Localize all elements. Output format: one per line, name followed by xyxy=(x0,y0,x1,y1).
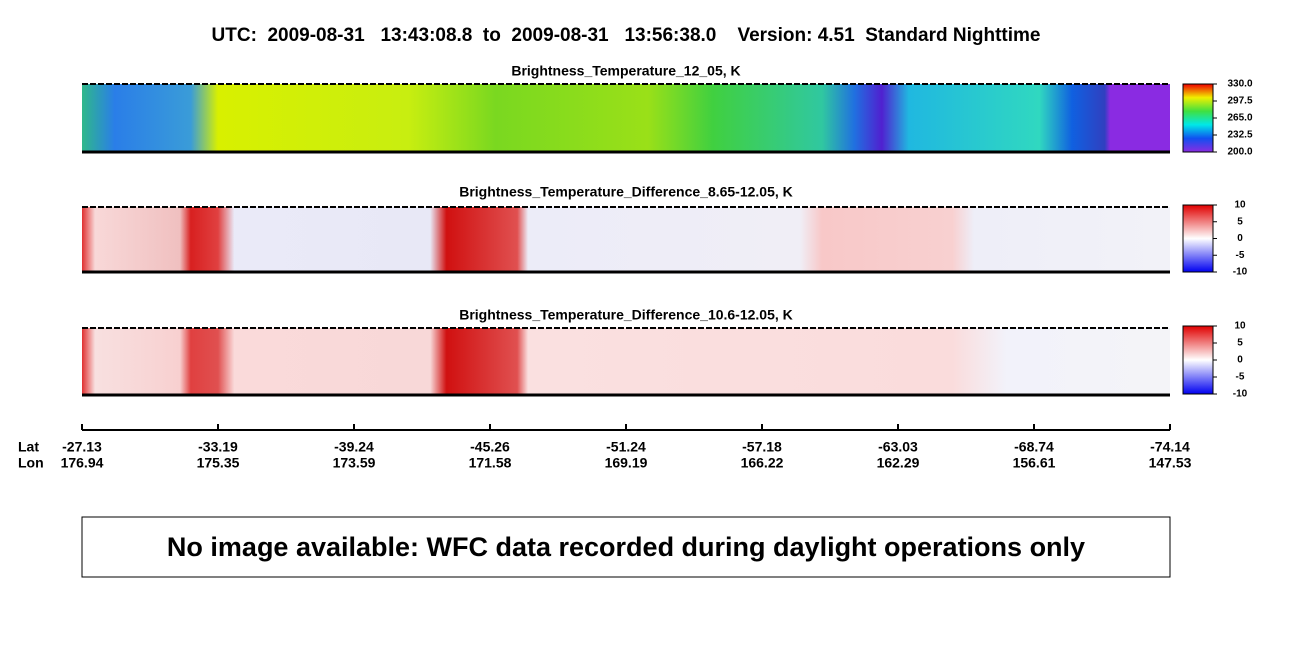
lon-tick-label: 166.22 xyxy=(741,455,784,471)
notice: No image available: WFC data recorded du… xyxy=(167,532,1085,562)
image-strip xyxy=(82,328,1170,395)
colorbar xyxy=(1182,204,1214,273)
colorbar xyxy=(1182,325,1214,395)
colorbar-tick-label: 297.5 xyxy=(1227,96,1252,107)
colorbar-tick-label: 0 xyxy=(1237,233,1243,244)
colorbar-tick-label: 265.0 xyxy=(1227,113,1252,124)
colorbar-tick-label: -10 xyxy=(1233,267,1248,278)
title: UTC: 2009-08-31 13:43:08.8 to 2009-08-31… xyxy=(212,25,1041,46)
colorbar-tick-label: 5 xyxy=(1237,216,1243,227)
notice-box xyxy=(81,516,1171,578)
lon-tick-label: 156.61 xyxy=(1013,455,1056,471)
colorbar-tick-label: 232.5 xyxy=(1227,130,1252,141)
colorbar-tick-label: 10 xyxy=(1234,321,1246,332)
colorbar-tick-label: 200.0 xyxy=(1227,147,1252,158)
colorbar-tick-label: 0 xyxy=(1237,355,1243,366)
lat-tick-label: -57.18 xyxy=(742,439,782,455)
image-strip xyxy=(82,207,1170,272)
lon-tick-label: 171.58 xyxy=(469,455,512,471)
lat-tick-label: -68.74 xyxy=(1014,439,1054,455)
colorbar-tick-label: 10 xyxy=(1234,200,1246,211)
colorbar-tick-label: -5 xyxy=(1236,372,1245,383)
lon-tick-label: 169.19 xyxy=(605,455,648,471)
lat-tick-label: -74.14 xyxy=(1150,439,1190,455)
colorbar-tick-label: -5 xyxy=(1236,250,1245,261)
lat-tick-label: -27.13 xyxy=(62,439,102,455)
lat-label: Lat xyxy=(18,439,39,455)
lon-label: Lon xyxy=(18,455,44,471)
lon-tick-label: 162.29 xyxy=(877,455,920,471)
lon-tick-label: 176.94 xyxy=(61,455,104,471)
panel-title: Brightness_Temperature_Difference_8.65-1… xyxy=(459,184,793,200)
colorbar-tick-label: 5 xyxy=(1237,338,1243,349)
lon-tick-label: 147.53 xyxy=(1149,455,1192,471)
colorbar-tick-label: 330.0 xyxy=(1227,79,1252,90)
lat-tick-label: -45.26 xyxy=(470,439,510,455)
image-strip xyxy=(82,84,1170,152)
colorbar-tick-label: -10 xyxy=(1233,389,1248,400)
strip-borders xyxy=(82,83,1170,397)
lat-tick-label: -63.03 xyxy=(878,439,918,455)
panel-title: Brightness_Temperature_Difference_10.6-1… xyxy=(459,307,793,323)
lon-tick-label: 173.59 xyxy=(333,455,376,471)
lat-tick-label: -33.19 xyxy=(198,439,238,455)
lat-tick-label: -51.24 xyxy=(606,439,646,455)
lat-tick-label: -39.24 xyxy=(334,439,374,455)
lon-tick-label: 175.35 xyxy=(197,455,240,471)
panel-title: Brightness_Temperature_12_05, K xyxy=(511,63,740,79)
colorbar xyxy=(1182,83,1214,153)
